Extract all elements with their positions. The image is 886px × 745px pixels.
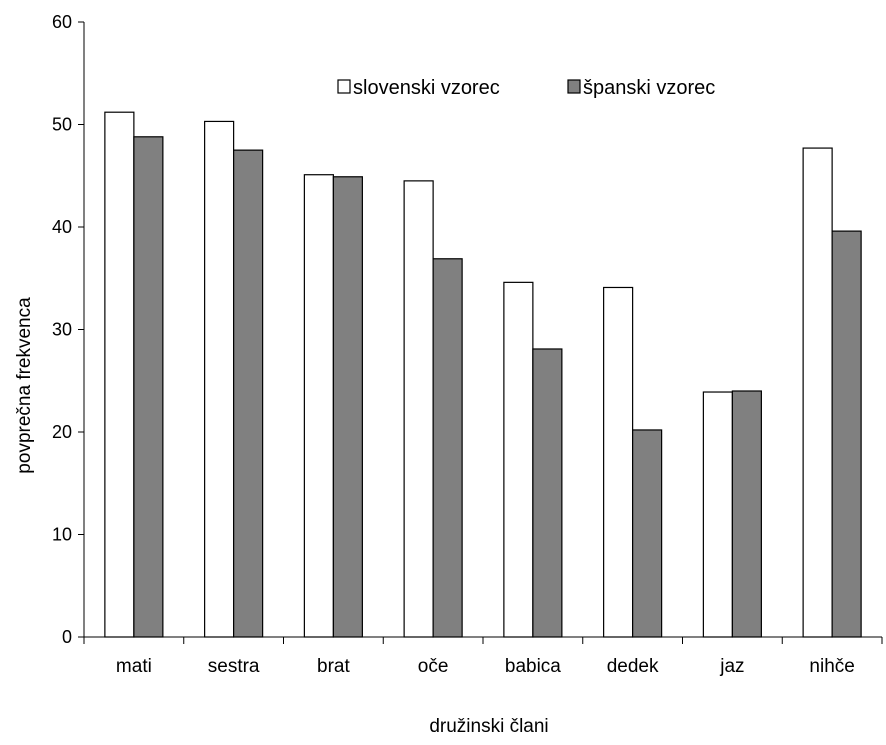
y-tick-label: 40: [52, 217, 72, 237]
y-tick-label: 10: [52, 525, 72, 545]
axes: [83, 22, 882, 638]
x-category-label: mati: [116, 656, 152, 677]
bar-slovenski-5: [603, 286, 634, 638]
bar-spanski-6: [731, 390, 762, 638]
legend-swatch: [567, 79, 581, 94]
x-ticks: [83, 637, 883, 644]
x-axis-title: družinski člani: [429, 716, 548, 737]
y-ticks: 0 10 20 30 40 50 60: [52, 12, 84, 647]
bar-slovenski-4: [503, 281, 534, 638]
legend-swatch: [337, 79, 351, 94]
bar-slovenski-7: [802, 147, 833, 638]
y-axis-title: povprečna frekvenca: [14, 297, 35, 474]
bar-slovenski-1: [204, 120, 235, 638]
legend-label: slovenski vzorec: [353, 77, 500, 99]
x-category-label: babica: [505, 656, 561, 677]
bar-spanski-4: [532, 348, 563, 638]
bar-slovenski-6: [702, 391, 733, 638]
x-category-label: jaz: [719, 656, 744, 677]
category-labels: mati sestra brat oče babica dedek jaz nihče: [116, 656, 855, 677]
x-category-label: oče: [418, 656, 449, 677]
bar-spanski-7: [831, 230, 862, 638]
bar-slovenski-3: [403, 180, 434, 638]
x-category-label: brat: [317, 656, 350, 677]
bar-slovenski-2: [303, 174, 334, 638]
bar-spanski-1: [233, 149, 264, 638]
x-category-label: sestra: [208, 656, 260, 677]
bars: [104, 111, 862, 638]
x-category-label: dedek: [607, 656, 659, 677]
y-tick-label: 60: [52, 12, 72, 32]
bar-spanski-0: [133, 136, 164, 638]
x-category-label: nihče: [809, 656, 854, 677]
y-tick-label: 0: [62, 627, 72, 647]
bar-spanski-3: [432, 258, 463, 638]
legend-label: španski vzorec: [583, 77, 715, 99]
y-tick-label: 20: [52, 422, 72, 442]
y-tick-label: 30: [52, 320, 72, 340]
bar-slovenski-0: [104, 111, 135, 638]
legend: slovenski vzorec španski vzorec: [337, 77, 715, 99]
bar-spanski-5: [632, 429, 663, 638]
bar-spanski-2: [332, 176, 363, 638]
y-tick-label: 50: [52, 115, 72, 135]
